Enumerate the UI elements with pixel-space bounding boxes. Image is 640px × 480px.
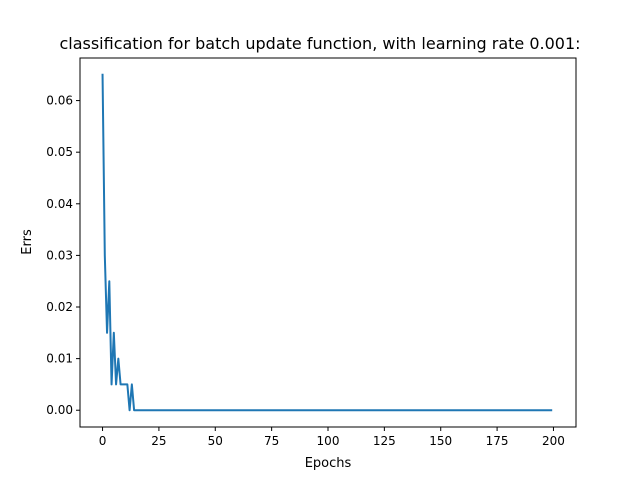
series-line <box>101 73 553 412</box>
x-tick-label: 50 <box>208 434 223 448</box>
x-tick-label: 0 <box>99 434 107 448</box>
chart-title: classification for batch update function… <box>59 34 580 53</box>
y-tick-label: 0.06 <box>46 94 73 108</box>
x-tick-label: 200 <box>542 434 565 448</box>
plot-area <box>101 73 553 412</box>
x-tick-label: 125 <box>373 434 396 448</box>
y-axis-label: Errs <box>20 229 35 255</box>
y-axis: 0.00 0.01 0.02 0.03 0.04 0.05 0.06 <box>46 94 80 417</box>
x-tick-label: 175 <box>486 434 509 448</box>
y-tick-label: 0.00 <box>46 403 73 417</box>
x-axis-label: Epochs <box>305 456 352 471</box>
x-tick-label: 150 <box>429 434 452 448</box>
x-axis: 0 25 50 75 100 125 150 175 200 <box>99 427 565 448</box>
x-tick-label: 75 <box>264 434 279 448</box>
y-tick-label: 0.05 <box>46 145 73 159</box>
y-tick-label: 0.03 <box>46 248 73 262</box>
x-tick-label: 100 <box>317 434 340 448</box>
y-tick-label: 0.01 <box>46 352 73 366</box>
x-tick-label: 25 <box>151 434 166 448</box>
y-tick-label: 0.02 <box>46 300 73 314</box>
y-tick-label: 0.04 <box>46 197 73 211</box>
